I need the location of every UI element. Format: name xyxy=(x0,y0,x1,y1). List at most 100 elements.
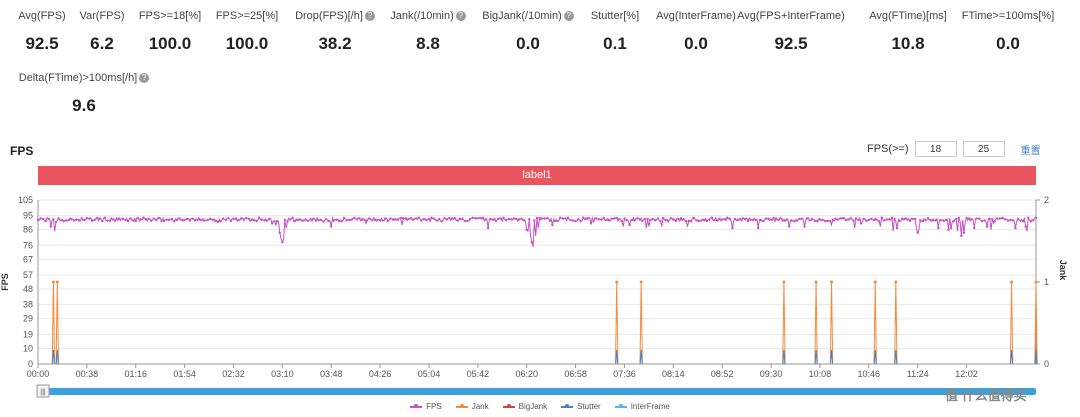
fps-point xyxy=(288,218,292,221)
fps-point xyxy=(692,216,696,220)
fps-point xyxy=(793,220,796,223)
fps-point xyxy=(492,218,495,221)
fps-point xyxy=(453,216,456,220)
legend-item-bigjank[interactable]: BigJank xyxy=(502,402,547,411)
fps-point xyxy=(764,217,768,220)
jank-point xyxy=(894,280,898,284)
fps-point xyxy=(1034,216,1038,219)
fps-point xyxy=(595,217,598,220)
stat-label: Avg(FTime)[ms] xyxy=(838,10,978,22)
stat-13: Delta(FTime)>100ms[/h]? 9.6 xyxy=(14,72,154,116)
fps-point xyxy=(178,217,181,220)
stat-label-text: Avg(InterFrame) xyxy=(656,10,736,22)
help-icon[interactable]: ? xyxy=(139,73,150,84)
legend-item-jank[interactable]: Jank xyxy=(455,402,489,411)
fps-point xyxy=(654,219,657,222)
reset-button[interactable]: 重置 xyxy=(1020,145,1041,157)
fps-point xyxy=(1019,219,1022,222)
fps-point xyxy=(443,217,446,220)
fps-point xyxy=(700,219,703,222)
fps-point xyxy=(175,218,179,222)
fps-point xyxy=(409,217,413,220)
stutter-spike xyxy=(782,349,786,365)
fps-point xyxy=(708,218,711,221)
fps-point xyxy=(229,219,233,223)
x-tick-label: 06:20 xyxy=(515,369,538,379)
legend-item-interframe[interactable]: InterFrame xyxy=(614,402,670,411)
help-icon[interactable]: ? xyxy=(563,11,574,22)
fps-point xyxy=(291,216,294,219)
y-right-axis-label: Jank xyxy=(1058,260,1068,282)
help-icon[interactable]: ? xyxy=(364,11,375,22)
stat-label: Avg(FPS+InterFrame) xyxy=(721,10,861,22)
fps-point xyxy=(276,219,279,223)
fps-point xyxy=(669,217,672,220)
fps-point xyxy=(633,219,636,222)
fps-point xyxy=(996,217,999,220)
label-bar[interactable]: label1 xyxy=(38,166,1036,185)
fps-point xyxy=(240,217,243,220)
stat-4: FPS>=25[%] 100.0 xyxy=(177,10,317,54)
fps-point xyxy=(574,219,577,223)
fps-point xyxy=(186,217,189,221)
fps-point xyxy=(345,219,348,222)
fps-point xyxy=(59,219,63,222)
fps-point xyxy=(324,218,328,221)
fps-point xyxy=(939,219,942,222)
fps-point xyxy=(579,220,582,223)
fps-point xyxy=(360,218,364,221)
legend-label: FPS xyxy=(426,402,442,411)
fps-point xyxy=(335,218,338,221)
fps-point xyxy=(744,218,747,221)
fps-point xyxy=(75,218,78,221)
fps-point xyxy=(769,218,773,221)
stat-label-text: FPS>=18[%] xyxy=(138,10,202,22)
fps-threshold-input-2[interactable] xyxy=(962,141,1005,157)
fps-point xyxy=(499,217,503,220)
fps-point xyxy=(705,219,708,223)
fps-point xyxy=(718,217,721,220)
stutter-spike xyxy=(1010,349,1014,365)
y-tick-label: 86 xyxy=(23,225,33,235)
fps-point xyxy=(507,217,510,221)
fps-point xyxy=(584,217,588,220)
fps-point xyxy=(564,217,567,220)
legend-swatch-dot xyxy=(618,403,623,408)
zoom-slider-handle[interactable] xyxy=(36,384,50,398)
fps-point xyxy=(952,220,955,223)
fps-point xyxy=(486,226,490,230)
fps-point xyxy=(615,216,618,220)
fps-point xyxy=(967,217,971,220)
stat-label-text: Avg(FPS+InterFrame) xyxy=(737,10,845,22)
fps-point xyxy=(921,220,924,223)
fps-point xyxy=(414,217,418,220)
legend-item-stutter[interactable]: Stutter xyxy=(561,402,601,411)
fps-point xyxy=(39,217,42,220)
fps-point xyxy=(399,216,402,220)
fps-point xyxy=(386,219,389,223)
jank-point xyxy=(814,280,818,284)
zoom-slider-track[interactable] xyxy=(38,388,1036,395)
jank-point xyxy=(55,280,59,284)
fps-point xyxy=(556,219,559,223)
stat-value: 0.1 xyxy=(603,34,627,53)
fps-point xyxy=(1024,225,1027,228)
legend-item-fps[interactable]: FPS xyxy=(410,402,442,411)
fps-threshold-input-1[interactable] xyxy=(914,141,957,157)
fps-point xyxy=(299,218,302,221)
fps-point xyxy=(350,218,353,221)
fps-point xyxy=(425,219,428,222)
fps-point xyxy=(667,220,670,223)
fps-point xyxy=(530,241,534,244)
stat-6: Jank(/10min)? 8.8 xyxy=(358,10,498,54)
fps-point xyxy=(278,231,281,234)
fps-point xyxy=(80,217,83,220)
y-tick-label: 19 xyxy=(23,329,33,339)
legend-swatch-dot xyxy=(506,403,511,408)
fps-point xyxy=(36,218,40,222)
legend-label: InterFrame xyxy=(630,402,670,411)
stat-10: Avg(FPS+InterFrame) 92.5 xyxy=(721,10,861,54)
help-icon[interactable]: ? xyxy=(455,11,466,22)
fps-point xyxy=(348,218,351,222)
